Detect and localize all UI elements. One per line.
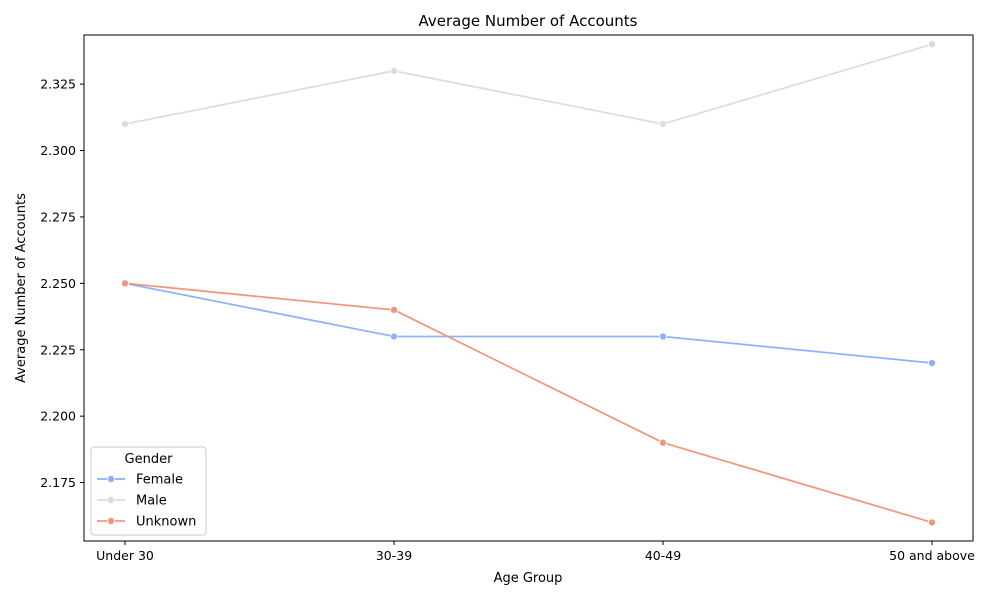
y-axis-title: Average Number of Accounts xyxy=(14,193,29,383)
plot-lines xyxy=(121,40,937,527)
legend-label-male: Male xyxy=(136,494,167,509)
y-tick-label: 2.325 xyxy=(40,77,76,92)
plot-frame xyxy=(83,34,974,542)
data-point-male xyxy=(659,119,668,128)
data-point-unknown xyxy=(121,279,130,288)
legend-title: Gender xyxy=(125,452,174,467)
y-tick-label: 2.250 xyxy=(40,276,76,291)
legend-marker-female xyxy=(107,474,116,483)
data-point-unknown xyxy=(928,518,937,527)
x-axis: Under 30 30-39 40-49 50 and above xyxy=(96,541,975,563)
y-tick-label: 2.300 xyxy=(40,143,76,158)
x-tick-label: 50 and above xyxy=(889,548,975,563)
legend-marker-unknown xyxy=(107,517,116,526)
y-tick-label: 2.275 xyxy=(40,209,76,224)
x-tick-label: 40-49 xyxy=(645,548,681,563)
data-point-female xyxy=(928,359,937,368)
y-tick-label: 2.175 xyxy=(40,475,76,490)
x-tick-label: Under 30 xyxy=(96,548,154,563)
y-tick-label: 2.225 xyxy=(40,342,76,357)
series-line-male xyxy=(124,43,933,125)
y-axis: 2.175 2.200 2.225 2.250 2.275 2.300 2.325 xyxy=(40,77,84,490)
y-tick-label: 2.200 xyxy=(40,409,76,424)
legend-marker-male xyxy=(107,495,116,504)
data-point-male xyxy=(928,40,937,49)
data-point-female xyxy=(389,332,398,341)
legend-label-unknown: Unknown xyxy=(136,515,196,530)
x-axis-title: Age Group xyxy=(494,571,563,586)
data-point-male xyxy=(389,66,398,75)
data-point-unknown xyxy=(389,305,398,314)
legend-box xyxy=(90,446,207,536)
x-tick-label: 30-39 xyxy=(376,548,412,563)
legend: Gender Female Male Unknown xyxy=(90,446,207,536)
data-point-male xyxy=(121,119,130,128)
data-point-unknown xyxy=(659,438,668,447)
series-line-female xyxy=(124,282,933,364)
legend-label-female: Female xyxy=(136,473,183,488)
series-line-unknown xyxy=(124,282,933,524)
data-point-female xyxy=(659,332,668,341)
chart-title: Average Number of Accounts xyxy=(419,12,638,30)
